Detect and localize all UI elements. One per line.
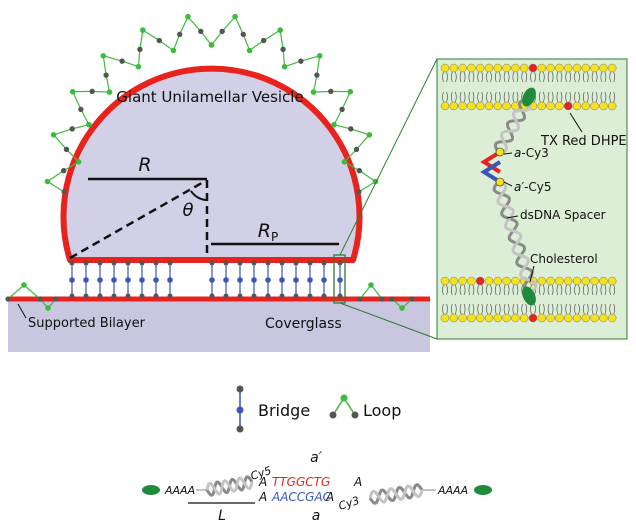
seq-helix-right	[368, 483, 424, 505]
bridge	[265, 260, 271, 299]
seq-length-label: L	[218, 508, 226, 521]
seq-helix-left	[205, 475, 254, 497]
seq-cy5-label: Cy5	[249, 464, 273, 483]
vesicle-loops	[44, 13, 379, 195]
bridge	[293, 260, 299, 299]
bridge	[139, 260, 145, 299]
zoom-box	[333, 254, 346, 304]
cholesterol-label: Cholesterol	[530, 252, 598, 266]
bridge	[237, 260, 243, 299]
seq-A2: A	[353, 475, 362, 489]
vesicle-loop	[356, 168, 379, 195]
supported-bilayer-label: Supported Bilayer	[28, 316, 146, 331]
legend-bridge-glyph	[236, 385, 244, 433]
theta-arc	[190, 190, 208, 201]
cholesterol-pointer	[529, 265, 535, 283]
contact-radius-label: RP	[258, 220, 278, 244]
vesicle-loop	[89, 72, 113, 95]
a-cy3-label: a-Cy3	[514, 146, 549, 160]
bridge	[337, 260, 343, 299]
legend-bridge-label: Bridge	[258, 401, 310, 420]
vesicle-loop	[280, 46, 304, 70]
coverglass-label: Coverglass	[265, 316, 342, 332]
bridge	[153, 260, 159, 299]
theta-label: θ	[182, 200, 193, 221]
seq-a-label: a	[312, 508, 321, 521]
seq-A4: A	[325, 490, 334, 504]
bridge	[307, 260, 313, 299]
legend-loop-label: Loop	[363, 401, 401, 420]
zoom-line-top	[339, 58, 438, 256]
seq-cholesterol-right	[474, 485, 492, 495]
seq-top-strand: TTGGCTG	[272, 475, 330, 489]
vesicle-loop	[100, 53, 125, 78]
cholesterol-top	[522, 87, 536, 107]
bridge	[251, 260, 257, 299]
bridge	[321, 260, 327, 299]
radius-dashed-diagonal	[69, 178, 208, 260]
seq-bottom-strand: AACCGAC	[271, 490, 332, 504]
supported-bilayer-pointer	[17, 303, 27, 319]
vesicle-loop	[310, 72, 334, 95]
fluorophore-pair	[480, 147, 505, 187]
legend-loop-glyph	[329, 394, 359, 419]
vesicle-body	[60, 65, 363, 263]
bridge	[83, 260, 89, 299]
seq-cholesterol-left	[142, 485, 160, 495]
bilayer-loop	[5, 282, 43, 302]
bridge	[69, 260, 75, 299]
seq-cy3-label: Cy3	[337, 494, 361, 513]
coverglass-block	[8, 300, 430, 352]
tx-red-label: TX Red DHPE	[540, 134, 627, 149]
bilayer-loop	[389, 296, 415, 311]
radius-label: R	[138, 154, 151, 176]
bridge	[97, 260, 103, 299]
seq-aaaa-right: AAAA	[437, 484, 468, 497]
bridge	[125, 260, 131, 299]
bridge	[223, 260, 229, 299]
zoom-line-bottom	[339, 302, 438, 340]
cy3-dot	[495, 147, 505, 157]
bridge	[167, 260, 173, 299]
vesicle-loop	[348, 126, 373, 152]
seq-a-prime-label: a′	[310, 450, 323, 466]
bridge	[279, 260, 285, 299]
a-prime-cy5-label: a′-Cy5	[514, 180, 552, 194]
seq-A3: A	[258, 490, 267, 504]
a-cy3-pointer	[503, 152, 513, 155]
seq-aaaa-left: AAAA	[164, 484, 195, 497]
cy5-dot	[495, 177, 505, 187]
bridges	[69, 260, 343, 299]
inset-lipids	[440, 63, 617, 323]
dsdna-label: dsDNA Spacer	[520, 208, 606, 222]
bilayer-loop	[357, 282, 385, 302]
bilayer-loops	[5, 282, 415, 311]
bilayer-loop	[37, 296, 59, 311]
tx-red-pointer	[569, 112, 583, 133]
a-prime-cy5-pointer	[503, 181, 513, 187]
cholesterol-bottom	[522, 286, 536, 306]
vesicle-label: Giant Unilamellar Vesicle	[116, 88, 303, 106]
bridge	[209, 260, 215, 299]
bridge	[111, 260, 117, 299]
seq-A1: A	[258, 475, 267, 489]
dsdna-pointer	[506, 215, 519, 219]
